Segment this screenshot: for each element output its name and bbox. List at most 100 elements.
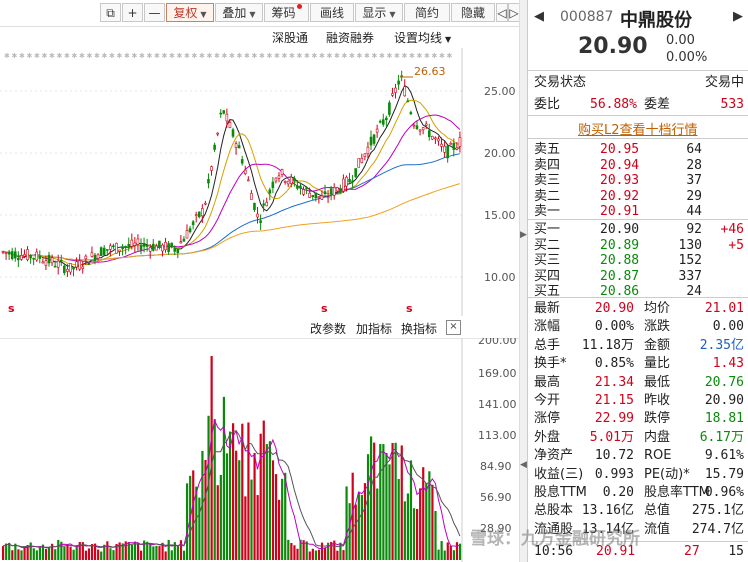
indicator-toolbar: 改参数 加指标 换指标 × — [0, 316, 462, 338]
volume-bar — [17, 549, 20, 560]
candle-body — [443, 146, 446, 153]
candle-body — [133, 242, 137, 246]
event-marker[interactable]: s — [406, 302, 413, 315]
candle-body — [17, 257, 20, 261]
xianshi-dropdown[interactable]: 显示 ▼ — [355, 3, 403, 22]
next-stock-icon[interactable]: ▶ — [733, 9, 743, 24]
marker-dot: ✱ — [394, 52, 400, 60]
moving-average-line — [2, 114, 461, 263]
volume-bar — [60, 541, 63, 560]
buy-level-label: 买五 — [534, 284, 561, 299]
price-tick-20: 20.00 — [484, 147, 516, 160]
volume-bar — [333, 540, 336, 560]
candle-body — [351, 180, 354, 183]
candle-body — [397, 80, 400, 85]
ma-setting-link[interactable]: 设置均线 ▼ — [394, 29, 451, 46]
volume-chart[interactable]: 200.00 169.00 141.00 113.00 84.90 56.90 … — [0, 338, 519, 562]
stat-value: 0.20 — [602, 485, 634, 500]
candle-body — [69, 263, 72, 273]
candle-body — [188, 228, 192, 233]
volume-bar — [305, 541, 308, 560]
fuquan-dropdown[interactable]: 复权 ▼ — [166, 3, 214, 22]
candle-body — [10, 251, 14, 259]
volume-bar — [388, 464, 391, 560]
zoom-in-button[interactable]: + — [122, 3, 143, 22]
collapse-arrow-icon[interactable]: ▶ — [520, 230, 527, 240]
candle-body — [369, 136, 373, 146]
candle-body — [222, 110, 226, 114]
buy-level-label: 买三 — [534, 253, 561, 268]
diejia-label: 叠加 — [222, 6, 247, 20]
volume-bar — [241, 423, 244, 560]
price-chart[interactable]: ✱ ✱ ✱ ✱ ✱ ✱ ✱ ✱ ✱ ✱ ✱ ✱ ✱ ✱ ✱ ✱ ✱ ✱ ✱ ✱ ✱ ✱ ✱ ✱ ✱ ✱ ✱ ✱ ✱ ✱ ✱ ✱ ✱ ✱ ✱ ✱ ✱ ✱ ✱ ✱… — [0, 48, 519, 316]
candle-body — [78, 260, 81, 270]
candle-body — [409, 112, 413, 115]
rongzi-link[interactable]: 融资融券 — [326, 31, 375, 45]
weicha-value: 533 — [720, 97, 744, 112]
yincang-button[interactable]: 隐藏 — [451, 3, 495, 22]
fuquan-label: 复权 — [173, 6, 198, 20]
candle-body — [394, 87, 397, 93]
buy-level-label: 买四 — [534, 268, 561, 284]
stat-value: 10.72 — [594, 448, 634, 464]
stat-value: 11.18万 — [581, 337, 634, 353]
marker-dot: ✱ — [4, 52, 10, 60]
buy-level-price: 20.88 — [600, 253, 640, 268]
marker-dot: ✱ — [357, 52, 363, 60]
stat-row: 股息TTM 0.20 股息率TTM 0.96% — [534, 484, 744, 502]
nav-prev-icon[interactable]: ◁ — [496, 3, 508, 22]
candle-body — [127, 243, 131, 247]
volume-bar — [256, 495, 259, 560]
candle-body — [75, 261, 78, 268]
marker-dot: ✱ — [342, 52, 348, 60]
stat-label: 收益(三) — [534, 466, 584, 482]
event-marker[interactable]: s — [8, 302, 15, 315]
candle-body — [329, 188, 333, 195]
chouma-button[interactable]: 筹码 — [264, 3, 309, 22]
switch-indicator-link[interactable]: 换指标 — [401, 322, 438, 336]
chevron-down-icon: ▼ — [249, 10, 256, 19]
close-icon[interactable]: × — [446, 320, 461, 335]
event-marker[interactable]: s — [321, 302, 328, 315]
volume-bar — [268, 441, 271, 560]
jianyue-button[interactable]: 简约 — [404, 3, 450, 22]
sell-level-label: 卖四 — [534, 157, 561, 173]
candle-body — [271, 181, 275, 188]
volume-bar — [443, 550, 446, 560]
volume-bar — [81, 542, 84, 560]
marker-dot: ✱ — [244, 52, 250, 60]
volume-bar — [14, 543, 17, 560]
stat-row: 总手 11.18万 金额 2.35亿 — [534, 337, 744, 355]
notification-dot-icon — [296, 4, 302, 9]
add-indicator-link[interactable]: 加指标 — [356, 322, 393, 336]
moving-average-line — [2, 153, 461, 261]
change-params-link[interactable]: 改参数 — [310, 322, 347, 336]
zoom-out-button[interactable]: — — [144, 3, 165, 22]
marker-dot: ✱ — [154, 52, 160, 60]
candle-body — [345, 176, 348, 187]
marker-dot: ✱ — [267, 52, 273, 60]
volume-bar — [176, 546, 179, 560]
candle-body — [283, 181, 287, 183]
marker-dot: ✱ — [379, 52, 385, 60]
stat-row: 净资产 10.72 ROE 9.61% — [534, 447, 744, 465]
prev-stock-icon[interactable]: ◀ — [534, 9, 544, 24]
volume-bar — [109, 548, 112, 560]
shenguton-link[interactable]: 深股通 — [272, 31, 309, 45]
candle-body — [372, 134, 376, 144]
diejia-dropdown[interactable]: 叠加 ▼ — [215, 3, 263, 22]
stat-row: 换手* 0.85% 量比 1.43 — [534, 355, 744, 373]
window-restore-icon[interactable]: ⧉ — [100, 3, 121, 22]
panel-collapse-strip[interactable]: ▶ ◀ — [519, 0, 528, 562]
l2-purchase-link[interactable]: 购买L2查看十档行情 — [578, 123, 698, 138]
huaxian-button[interactable]: 画线 — [310, 3, 354, 22]
expand-arrow-icon[interactable]: ◀ — [520, 460, 527, 470]
stat-label: 流通股 — [534, 521, 574, 537]
volume-bar — [339, 542, 342, 560]
marker-dot: ✱ — [184, 52, 190, 60]
volume-bar — [121, 543, 124, 560]
candle-body — [13, 251, 17, 259]
volume-bar — [314, 550, 317, 560]
candle-body — [81, 266, 85, 269]
stat-label: 最高 — [534, 374, 561, 390]
